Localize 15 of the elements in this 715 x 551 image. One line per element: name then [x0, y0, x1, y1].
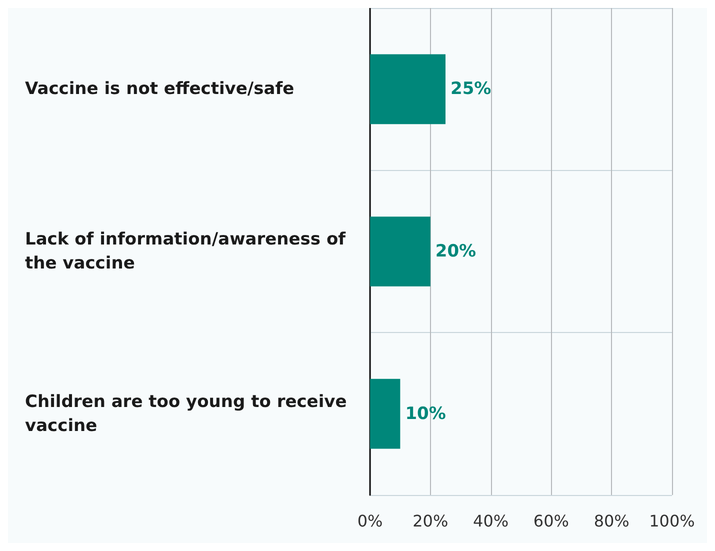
y-tick-label: Vaccine is not effective/safe — [25, 79, 294, 100]
data-label: 25% — [450, 79, 492, 100]
x-tick-label: 40% — [473, 512, 509, 530]
x-tick-label: 80% — [594, 512, 630, 530]
y-tick-label: Children are too young to receive vaccine — [25, 392, 353, 436]
bar — [370, 216, 430, 286]
bar — [370, 54, 446, 124]
data-label: 10% — [405, 404, 446, 424]
x-tick-label: 20% — [412, 512, 448, 530]
y-tick-label: Lack of information/awareness of the vaccine — [25, 230, 352, 274]
data-label: 20% — [435, 242, 476, 262]
x-tick-label: 100% — [649, 512, 695, 530]
x-tick-label: 0% — [357, 512, 383, 530]
x-tick-label: 60% — [533, 512, 569, 530]
bar — [370, 378, 400, 449]
